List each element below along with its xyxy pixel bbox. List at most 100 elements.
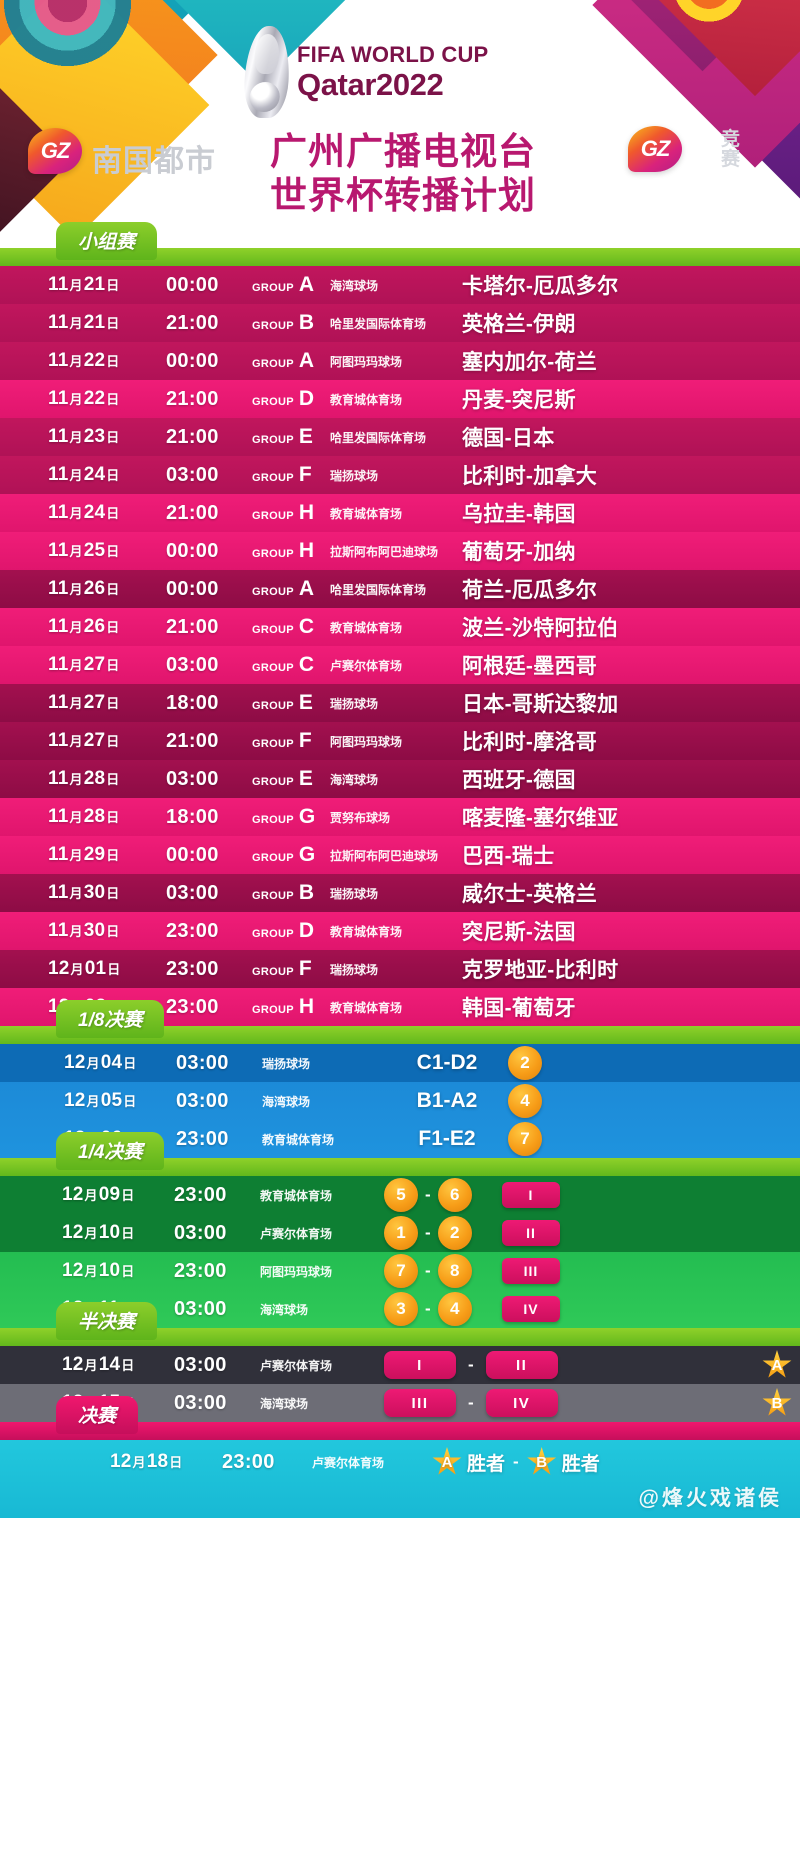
match-group: GROUP E xyxy=(252,425,330,449)
group-letter: C xyxy=(298,653,315,676)
match-venue: 瑞扬球场 xyxy=(330,468,379,483)
slot-badge-right: 8 xyxy=(437,1254,472,1288)
match-venue: 瑞扬球场 xyxy=(262,1056,311,1071)
vs-dash: - xyxy=(468,1355,474,1374)
gz-logo-right: GZ xyxy=(628,126,682,172)
section-tab-semi-finals: 半决赛 xyxy=(0,1302,800,1346)
match-time: 00:00 xyxy=(166,577,219,600)
table-row[interactable]: 12月01日 23:00 GROUP F 瑞扬球场 克罗地亚-比利时 xyxy=(0,950,800,988)
tab-label-semi-finals[interactable]: 半决赛 xyxy=(56,1302,158,1340)
table-row[interactable]: 11月22日 00:00 GROUP A 阿图玛玛球场 塞内加尔-荷兰 xyxy=(0,342,800,380)
vs-dash: - xyxy=(468,1393,474,1412)
match-venue: 瑞扬球场 xyxy=(330,696,379,711)
table-row[interactable]: 11月28日 03:00 GROUP E 海湾球场 西班牙-德国 xyxy=(0,760,800,798)
group-label: GROUP xyxy=(252,548,294,560)
group-letter: G xyxy=(298,843,316,866)
table-row[interactable]: 12月05日 03:00 海湾球场 B1-A2 4 xyxy=(0,1082,800,1120)
table-row[interactable]: 11月21日 21:00 GROUP B 哈里发国际体育场 英格兰-伊朗 xyxy=(0,304,800,342)
table-row[interactable]: 11月30日 23:00 GROUP D 教育城体育场 突尼斯-法国 xyxy=(0,912,800,950)
table-row[interactable]: 11月28日 18:00 GROUP G 贾努布球场 喀麦隆-塞尔维亚 xyxy=(0,798,800,836)
table-row[interactable]: 11月26日 00:00 GROUP A 哈里发国际体育场 荷兰-厄瓜多尔 xyxy=(0,570,800,608)
tab-label-round-of-16[interactable]: 1/8决赛 xyxy=(56,1000,165,1038)
match-time: 03:00 xyxy=(174,1353,227,1376)
match-date: 11月27日 xyxy=(48,692,120,713)
table-row[interactable]: 11月30日 03:00 GROUP B 瑞扬球场 威尔士-英格兰 xyxy=(0,874,800,912)
table-row[interactable]: 11月29日 00:00 GROUP G 拉斯阿布阿巴迪球场 巴西-瑞士 xyxy=(0,836,800,874)
match-time: 00:00 xyxy=(166,539,219,562)
match-group: GROUP D xyxy=(252,387,330,411)
group-letter: E xyxy=(298,691,313,714)
vs-dash: - xyxy=(513,1452,519,1471)
group-stage-table: 11月21日 00:00 GROUP A 海湾球场 卡塔尔-厄瓜多尔 11月21日 21:00… xyxy=(0,266,800,1026)
match-group: GROUP C xyxy=(252,653,330,677)
tab-label-quarter-finals[interactable]: 1/4决赛 xyxy=(56,1132,165,1170)
group-letter: D xyxy=(298,919,315,942)
match-group: GROUP B xyxy=(252,311,330,335)
final-team-right-label: 胜者 xyxy=(561,1453,600,1475)
match-time: 00:00 xyxy=(166,273,219,296)
match-venue: 教育城体育场 xyxy=(260,1188,333,1203)
table-row[interactable]: 11月26日 21:00 GROUP C 教育城体育场 波兰-沙特阿拉伯 xyxy=(0,608,800,646)
match-venue: 拉斯阿布阿巴迪球场 xyxy=(330,544,439,559)
group-letter: F xyxy=(298,729,312,752)
quarter-finals-table: 12月09日 23:00 教育城体育场 5-6 I 12月10日 03:00 卢赛尔体育场 1-… xyxy=(0,1176,800,1328)
table-row[interactable]: 11月27日 18:00 GROUP E 瑞扬球场 日本-哥斯达黎加 xyxy=(0,684,800,722)
bracket-tag-left: I xyxy=(384,1351,456,1379)
page-title-line2: 世界杯转播计划 xyxy=(270,174,536,216)
section-tab-group-stage: 小组赛 xyxy=(0,222,800,266)
winner-star-wrap: B xyxy=(762,1384,792,1422)
table-row[interactable]: 11月24日 21:00 GROUP H 教育城体育场 乌拉圭-韩国 xyxy=(0,494,800,532)
slot-badge-left: 5 xyxy=(384,1178,418,1212)
slot-badge-right: 2 xyxy=(437,1216,472,1250)
table-row[interactable]: 12月09日 23:00 教育城体育场 5-6 I xyxy=(0,1176,800,1214)
table-row[interactable]: 12月18日 23:00 卢赛尔体育场 A 胜者 - B 胜者 xyxy=(0,1440,800,1484)
match-date: 12月04日 xyxy=(64,1052,137,1073)
match-slots: 3-4 xyxy=(384,1292,502,1326)
match-teams: 威尔士-英格兰 xyxy=(462,883,598,906)
match-number-badge: 2 xyxy=(508,1046,542,1080)
tab-label-group-stage[interactable]: 小组赛 xyxy=(56,222,158,260)
group-label: GROUP xyxy=(252,890,294,902)
match-group: GROUP D xyxy=(252,919,330,943)
match-date: 11月21日 xyxy=(48,312,120,333)
tab-label-final[interactable]: 决赛 xyxy=(56,1396,139,1434)
final-team-left: A 胜者 xyxy=(432,1447,505,1477)
table-row[interactable]: 11月22日 21:00 GROUP D 教育城体育场 丹麦-突尼斯 xyxy=(0,380,800,418)
table-row[interactable]: 11月27日 21:00 GROUP F 阿图玛玛球场 比利时-摩洛哥 xyxy=(0,722,800,760)
match-time: 23:00 xyxy=(174,1183,227,1206)
tab-bar-pink xyxy=(0,1422,800,1440)
decor-dot-right xyxy=(673,0,745,22)
match-venue: 贾努布球场 xyxy=(330,810,391,825)
table-row[interactable]: 11月27日 03:00 GROUP C 卢赛尔体育场 阿根廷-墨西哥 xyxy=(0,646,800,684)
table-row[interactable]: 12月04日 03:00 瑞扬球场 C1-D2 2 xyxy=(0,1044,800,1082)
group-letter: A xyxy=(298,273,315,296)
table-row[interactable]: 12月10日 03:00 卢赛尔体育场 1-2 II xyxy=(0,1214,800,1252)
fifa-world-cup-emblem: FIFA WORLD CUP Qatar2022 xyxy=(242,26,488,118)
table-row[interactable]: 11月23日 21:00 GROUP E 哈里发国际体育场 德国-日本 xyxy=(0,418,800,456)
bracket-tag-right: II xyxy=(485,1351,558,1379)
brand-name-left: 南国都市 xyxy=(92,145,216,178)
table-row[interactable]: 12月10日 23:00 阿图玛玛球场 7-8 III xyxy=(0,1252,800,1290)
vs-dash: - xyxy=(425,1299,431,1318)
table-row[interactable]: 11月25日 00:00 GROUP H 拉斯阿布阿巴迪球场 葡萄牙-加纳 xyxy=(0,532,800,570)
match-group: GROUP H xyxy=(252,501,330,525)
match-time: 21:00 xyxy=(166,387,219,410)
table-row[interactable]: 12月14日 03:00 卢赛尔体育场 I - II A xyxy=(0,1346,800,1384)
group-letter: H xyxy=(298,995,315,1018)
match-venue: 哈里发国际体育场 xyxy=(330,430,427,445)
match-group: GROUP F xyxy=(252,729,330,753)
match-time: 03:00 xyxy=(174,1297,227,1320)
gz-logo-left: GZ xyxy=(28,128,82,174)
bracket-tag: I xyxy=(502,1182,560,1208)
match-slots: 7-8 xyxy=(384,1254,502,1288)
vs-dash: - xyxy=(425,1223,431,1242)
table-row[interactable]: 11月21日 00:00 GROUP A 海湾球场 卡塔尔-厄瓜多尔 xyxy=(0,266,800,304)
table-row[interactable]: 11月24日 03:00 GROUP F 瑞扬球场 比利时-加拿大 xyxy=(0,456,800,494)
final-team-left-label: 胜者 xyxy=(467,1453,506,1475)
match-time: 21:00 xyxy=(166,729,219,752)
match-venue: 阿图玛玛球场 xyxy=(260,1264,333,1279)
match-time: 03:00 xyxy=(166,653,219,676)
match-date: 11月30日 xyxy=(48,920,120,941)
brand-right-line1: 竞 xyxy=(720,129,740,150)
